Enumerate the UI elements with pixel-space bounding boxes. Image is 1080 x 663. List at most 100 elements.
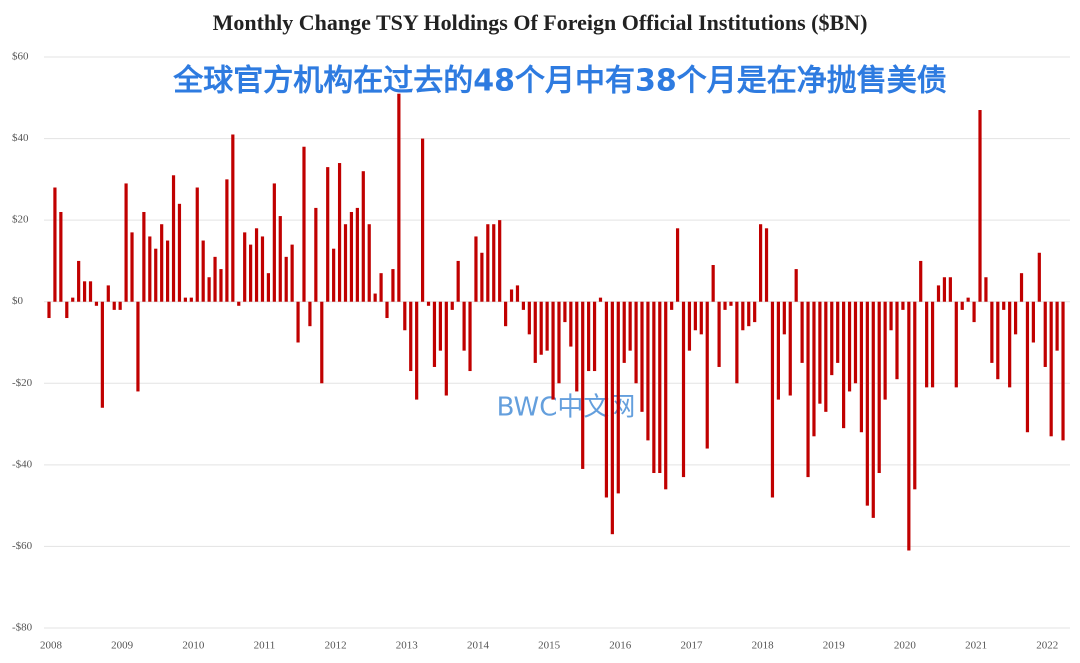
x-tick-label: 2017 (680, 640, 703, 652)
bar (670, 301, 674, 310)
bar (302, 146, 306, 302)
bar (782, 301, 786, 335)
bar (177, 203, 182, 302)
x-tick-label: 2019 (823, 640, 846, 652)
bar (776, 301, 780, 400)
bar (415, 301, 419, 400)
bar (812, 301, 816, 437)
bar (349, 211, 354, 302)
bar (877, 301, 881, 474)
bar (468, 301, 472, 372)
bar (634, 301, 638, 384)
chart-subtitle: 全球官方机构在过去的48个月中有38个月是在净抛售美债 (172, 64, 947, 99)
bar (219, 269, 223, 302)
bar (59, 211, 63, 302)
bar (960, 301, 964, 310)
bar (1031, 301, 1035, 343)
bar (675, 228, 680, 302)
y-tick-label: $0 (12, 295, 24, 307)
bar (770, 301, 775, 498)
bar (723, 301, 727, 310)
bar (249, 244, 253, 302)
bar (201, 240, 205, 302)
bar (284, 256, 288, 302)
bar (112, 301, 116, 310)
bar (907, 301, 911, 551)
x-tick-label: 2009 (111, 640, 134, 652)
bar (504, 301, 508, 327)
bar (741, 301, 745, 331)
x-tick-label: 2022 (1036, 640, 1058, 652)
bar (592, 301, 597, 372)
bar (337, 163, 342, 302)
bar (124, 183, 128, 302)
bar (136, 301, 140, 392)
bar (972, 301, 976, 323)
bar (403, 301, 407, 331)
bar (94, 301, 99, 306)
bar (154, 248, 158, 302)
x-tick-label: 2008 (40, 640, 63, 652)
bar (391, 269, 395, 302)
bar (1043, 301, 1047, 367)
bar (160, 224, 164, 302)
bar (753, 301, 757, 323)
bar (385, 301, 389, 319)
bar (47, 301, 51, 319)
bar (948, 277, 952, 302)
bar (978, 110, 982, 302)
y-tick-label: $40 (12, 132, 29, 144)
bar (521, 301, 525, 310)
bar (480, 252, 484, 302)
bar (166, 240, 170, 302)
bar (77, 260, 81, 302)
bar (260, 236, 265, 302)
bar (278, 216, 282, 302)
bar (361, 171, 365, 302)
bar (444, 301, 448, 396)
bar (456, 260, 460, 302)
bar (426, 301, 431, 306)
x-tick-label: 2011 (254, 640, 276, 652)
bar (266, 273, 271, 302)
bar (735, 301, 739, 384)
bar (646, 301, 650, 441)
x-tick-label: 2013 (396, 640, 419, 652)
bar (432, 301, 437, 367)
bar (587, 301, 591, 372)
bar (699, 301, 703, 335)
bar (687, 301, 692, 351)
bar (658, 301, 662, 474)
bar (883, 301, 887, 400)
bar (545, 301, 549, 351)
bar (130, 232, 134, 302)
bar (990, 301, 994, 363)
bar (581, 301, 585, 469)
bar (954, 301, 958, 388)
bar (604, 301, 609, 498)
bar (794, 269, 798, 302)
bar (88, 281, 93, 302)
bar (308, 301, 312, 327)
bar (195, 187, 199, 302)
bar (622, 301, 626, 363)
bar (231, 134, 235, 302)
bar (409, 301, 413, 372)
bar (652, 301, 656, 474)
bar (966, 297, 970, 302)
bar (859, 301, 864, 433)
bar (557, 301, 561, 384)
bar (996, 301, 1000, 380)
bar (290, 244, 294, 302)
bar (925, 301, 929, 388)
bar (118, 301, 122, 310)
bar (1025, 301, 1030, 433)
bar (913, 301, 917, 490)
bar (984, 277, 988, 302)
bar (818, 301, 822, 404)
bar (705, 301, 709, 449)
bar (930, 301, 935, 388)
bar (355, 207, 359, 302)
